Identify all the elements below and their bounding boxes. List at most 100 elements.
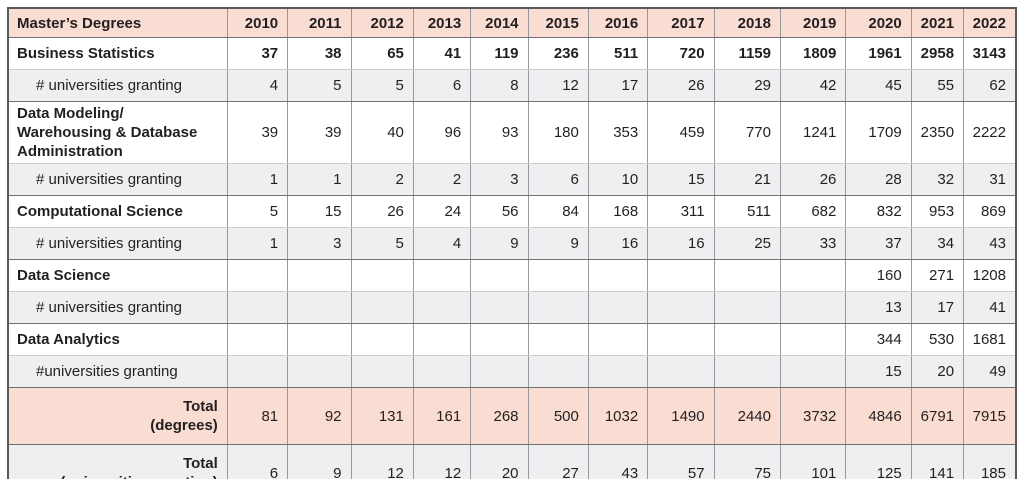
value-data-modeling-2016: 353 [588,101,649,164]
year-header-2020: 2020 [845,8,912,38]
value-business-statistics-universities-2018: 29 [714,69,782,102]
value-business-statistics-2022: 3143 [963,37,1016,70]
value-business-statistics-2013: 41 [413,37,472,70]
value-data-analytics-2013 [413,323,472,356]
row-label-total-degrees: Total (degrees) [8,387,228,445]
value-data-science-universities-2021: 17 [911,291,965,324]
value-total-degrees-2015: 500 [528,387,589,445]
year-header-2019: 2019 [780,8,847,38]
value-business-statistics-universities-2022: 62 [963,69,1016,102]
year-header-2014: 2014 [470,8,529,38]
value-total-universities-granting-2016: 43 [588,444,649,479]
value-total-universities-granting-2020: 125 [845,444,912,479]
value-business-statistics-universities-2021: 55 [911,69,965,102]
value-data-science-2010 [227,259,289,292]
value-computational-science-universities-2012: 5 [351,227,414,260]
value-data-science-universities-2012 [351,291,414,324]
row-label-data-modeling-universities: # universities granting [8,163,228,196]
value-data-analytics-universities-2017 [647,355,715,388]
value-data-modeling-universities-2015: 6 [528,163,589,196]
value-data-analytics-universities-2014 [470,355,529,388]
value-data-science-2020: 160 [845,259,912,292]
value-computational-science-universities-2021: 34 [911,227,965,260]
value-total-universities-granting-2012: 12 [351,444,414,479]
value-data-analytics-universities-2022: 49 [963,355,1016,388]
value-data-modeling-universities-2012: 2 [351,163,414,196]
value-data-modeling-2019: 1241 [780,101,847,164]
value-data-analytics-universities-2011 [287,355,352,388]
row-data-modeling-universities: # universities granting 1 1 2 2 3 6 10 15 21 26 28 3… [8,163,1016,196]
value-data-science-universities-2017 [647,291,715,324]
value-computational-science-universities-2019: 33 [780,227,847,260]
row-data-science: Data Science 160 271 1208 [8,259,1016,292]
value-computational-science-2019: 682 [780,195,847,228]
value-data-modeling-universities-2017: 15 [647,163,715,196]
value-data-science-universities-2018 [714,291,782,324]
value-data-analytics-2020: 344 [845,323,912,356]
value-data-modeling-universities-2022: 31 [963,163,1016,196]
value-data-science-2015 [528,259,589,292]
value-data-analytics-universities-2020: 15 [845,355,912,388]
value-data-modeling-2020: 1709 [845,101,912,164]
value-data-science-universities-2022: 41 [963,291,1016,324]
value-data-analytics-universities-2012 [351,355,414,388]
value-computational-science-universities-2020: 37 [845,227,912,260]
value-business-statistics-universities-2014: 8 [470,69,529,102]
value-business-statistics-universities-2015: 12 [528,69,589,102]
value-computational-science-universities-2015: 9 [528,227,589,260]
value-data-modeling-2021: 2350 [911,101,965,164]
value-computational-science-universities-2014: 9 [470,227,529,260]
value-data-analytics-universities-2015 [528,355,589,388]
value-data-science-universities-2019 [780,291,847,324]
value-data-modeling-2022: 2222 [963,101,1016,164]
value-computational-science-universities-2017: 16 [647,227,715,260]
value-business-statistics-2019: 1809 [780,37,847,70]
value-business-statistics-universities-2011: 5 [287,69,352,102]
value-data-modeling-2014: 93 [470,101,529,164]
value-total-universities-granting-2010: 6 [227,444,289,479]
value-data-science-2011 [287,259,352,292]
value-data-analytics-2014 [470,323,529,356]
year-header-2010: 2010 [227,8,289,38]
value-computational-science-2013: 24 [413,195,472,228]
value-total-universities-granting-2013: 12 [413,444,472,479]
value-data-analytics-2017 [647,323,715,356]
value-data-modeling-universities-2021: 32 [911,163,965,196]
value-data-science-universities-2010 [227,291,289,324]
value-data-modeling-universities-2013: 2 [413,163,472,196]
row-label-total-universities-granting: Total(universities granting) [8,444,228,479]
value-computational-science-2020: 832 [845,195,912,228]
value-total-degrees-2014: 268 [470,387,529,445]
value-computational-science-2014: 56 [470,195,529,228]
value-total-universities-granting-2014: 20 [470,444,529,479]
value-data-modeling-universities-2016: 10 [588,163,649,196]
value-total-degrees-2021: 6791 [911,387,965,445]
year-header-2018: 2018 [714,8,782,38]
year-header-2021: 2021 [911,8,965,38]
value-data-analytics-universities-2010 [227,355,289,388]
value-data-science-universities-2020: 13 [845,291,912,324]
value-business-statistics-2016: 511 [588,37,649,70]
value-data-analytics-universities-2018 [714,355,782,388]
year-header-2012: 2012 [351,8,414,38]
value-data-modeling-universities-2020: 28 [845,163,912,196]
value-data-modeling-universities-2018: 21 [714,163,782,196]
value-data-modeling-universities-2011: 1 [287,163,352,196]
value-computational-science-2017: 311 [647,195,715,228]
value-total-degrees-2011: 92 [287,387,352,445]
value-total-degrees-2022: 7915 [963,387,1016,445]
value-data-analytics-2011 [287,323,352,356]
row-data-analytics: Data Analytics 344 530 1681 [8,323,1016,356]
value-total-universities-granting-2011: 9 [287,444,352,479]
value-business-statistics-2017: 720 [647,37,715,70]
value-business-statistics-universities-2019: 42 [780,69,847,102]
value-total-degrees-2018: 2440 [714,387,782,445]
value-data-science-universities-2015 [528,291,589,324]
year-header-2011: 2011 [287,8,352,38]
value-data-modeling-2013: 96 [413,101,472,164]
value-data-modeling-2011: 39 [287,101,352,164]
value-total-universities-granting-2021: 141 [911,444,965,479]
value-total-degrees-2020: 4846 [845,387,912,445]
value-data-modeling-2010: 39 [227,101,289,164]
value-business-statistics-2021: 2958 [911,37,965,70]
